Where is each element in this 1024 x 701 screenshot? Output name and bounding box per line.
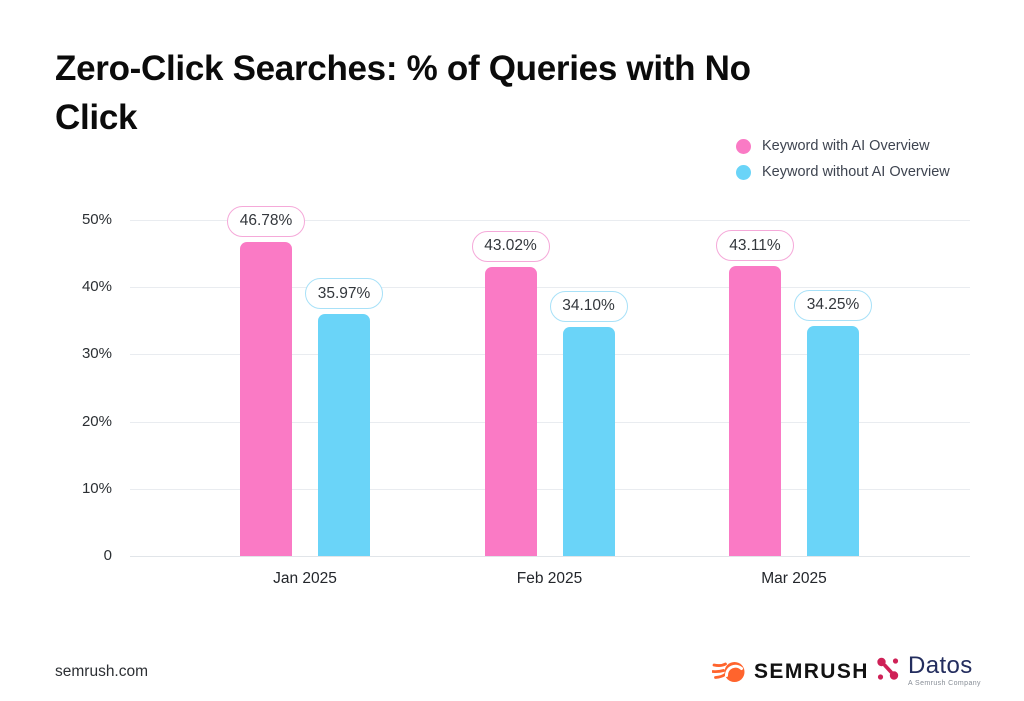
x-axis-category-label: Jan 2025: [273, 570, 337, 587]
y-axis-tick-label: 30%: [81, 345, 112, 363]
datos-tagline: A Semrush Company: [908, 680, 981, 688]
datos-dots-icon: [876, 656, 900, 682]
legend-item-with-ai: Keyword with AI Overview: [736, 138, 950, 154]
footer-site-url: semrush.com: [55, 663, 149, 680]
x-axis-category-label: Mar 2025: [761, 570, 827, 587]
datos-wordmark: Datos: [908, 652, 973, 679]
legend: Keyword with AI Overview Keyword without…: [736, 138, 950, 180]
semrush-wordmark: SEMRUSH: [754, 660, 869, 683]
legend-item-without-ai: Keyword without AI Overview: [736, 164, 950, 180]
gridline: [130, 220, 970, 221]
bar-with-ai: [484, 266, 537, 556]
plot-area: 46.78% 35.97% 43.02% 34.10% 43.11% 34.25%: [130, 205, 970, 557]
y-axis-tick-label: 10%: [81, 479, 112, 497]
bar-with-ai: [240, 241, 292, 556]
chart-title: Zero-Click Searches: % of Queries with N…: [55, 49, 751, 137]
bar-with-ai: [729, 266, 781, 556]
gridline: [130, 287, 970, 289]
y-axis-tick-label: 50%: [81, 211, 112, 228]
blue-dot-icon: [736, 164, 751, 180]
bar-without-ai: [807, 325, 859, 556]
data-label-pill: 34.25%: [794, 289, 872, 321]
bar-without-ai: [562, 326, 615, 556]
gridline: [130, 488, 970, 490]
x-axis-category-label: Feb 2025: [516, 570, 583, 587]
semrush-logo: SEMRUSH: [712, 660, 869, 684]
data-label-pill: 43.02%: [471, 230, 550, 262]
legend-label: Keyword without AI Overview: [762, 164, 950, 180]
data-label-pill: 35.97%: [305, 278, 383, 310]
y-axis-tick-label: 20%: [81, 412, 112, 430]
semrush-flame-icon: [712, 660, 746, 684]
bar-without-ai: [318, 314, 370, 556]
y-axis-tick-label: 40%: [81, 278, 112, 296]
data-label-pill: 34.10%: [549, 290, 628, 322]
datos-logo: Datos A Semrush Company: [876, 653, 981, 687]
pink-dot-icon: [736, 138, 751, 154]
x-axis-line: [130, 556, 970, 557]
gridline: [130, 421, 970, 423]
data-label-pill: 43.11%: [716, 230, 794, 262]
y-axis-tick-label: 0: [103, 547, 112, 564]
legend-label: Keyword with AI Overview: [762, 138, 930, 154]
gridline: [130, 354, 970, 356]
data-label-pill: 46.78%: [227, 205, 305, 237]
